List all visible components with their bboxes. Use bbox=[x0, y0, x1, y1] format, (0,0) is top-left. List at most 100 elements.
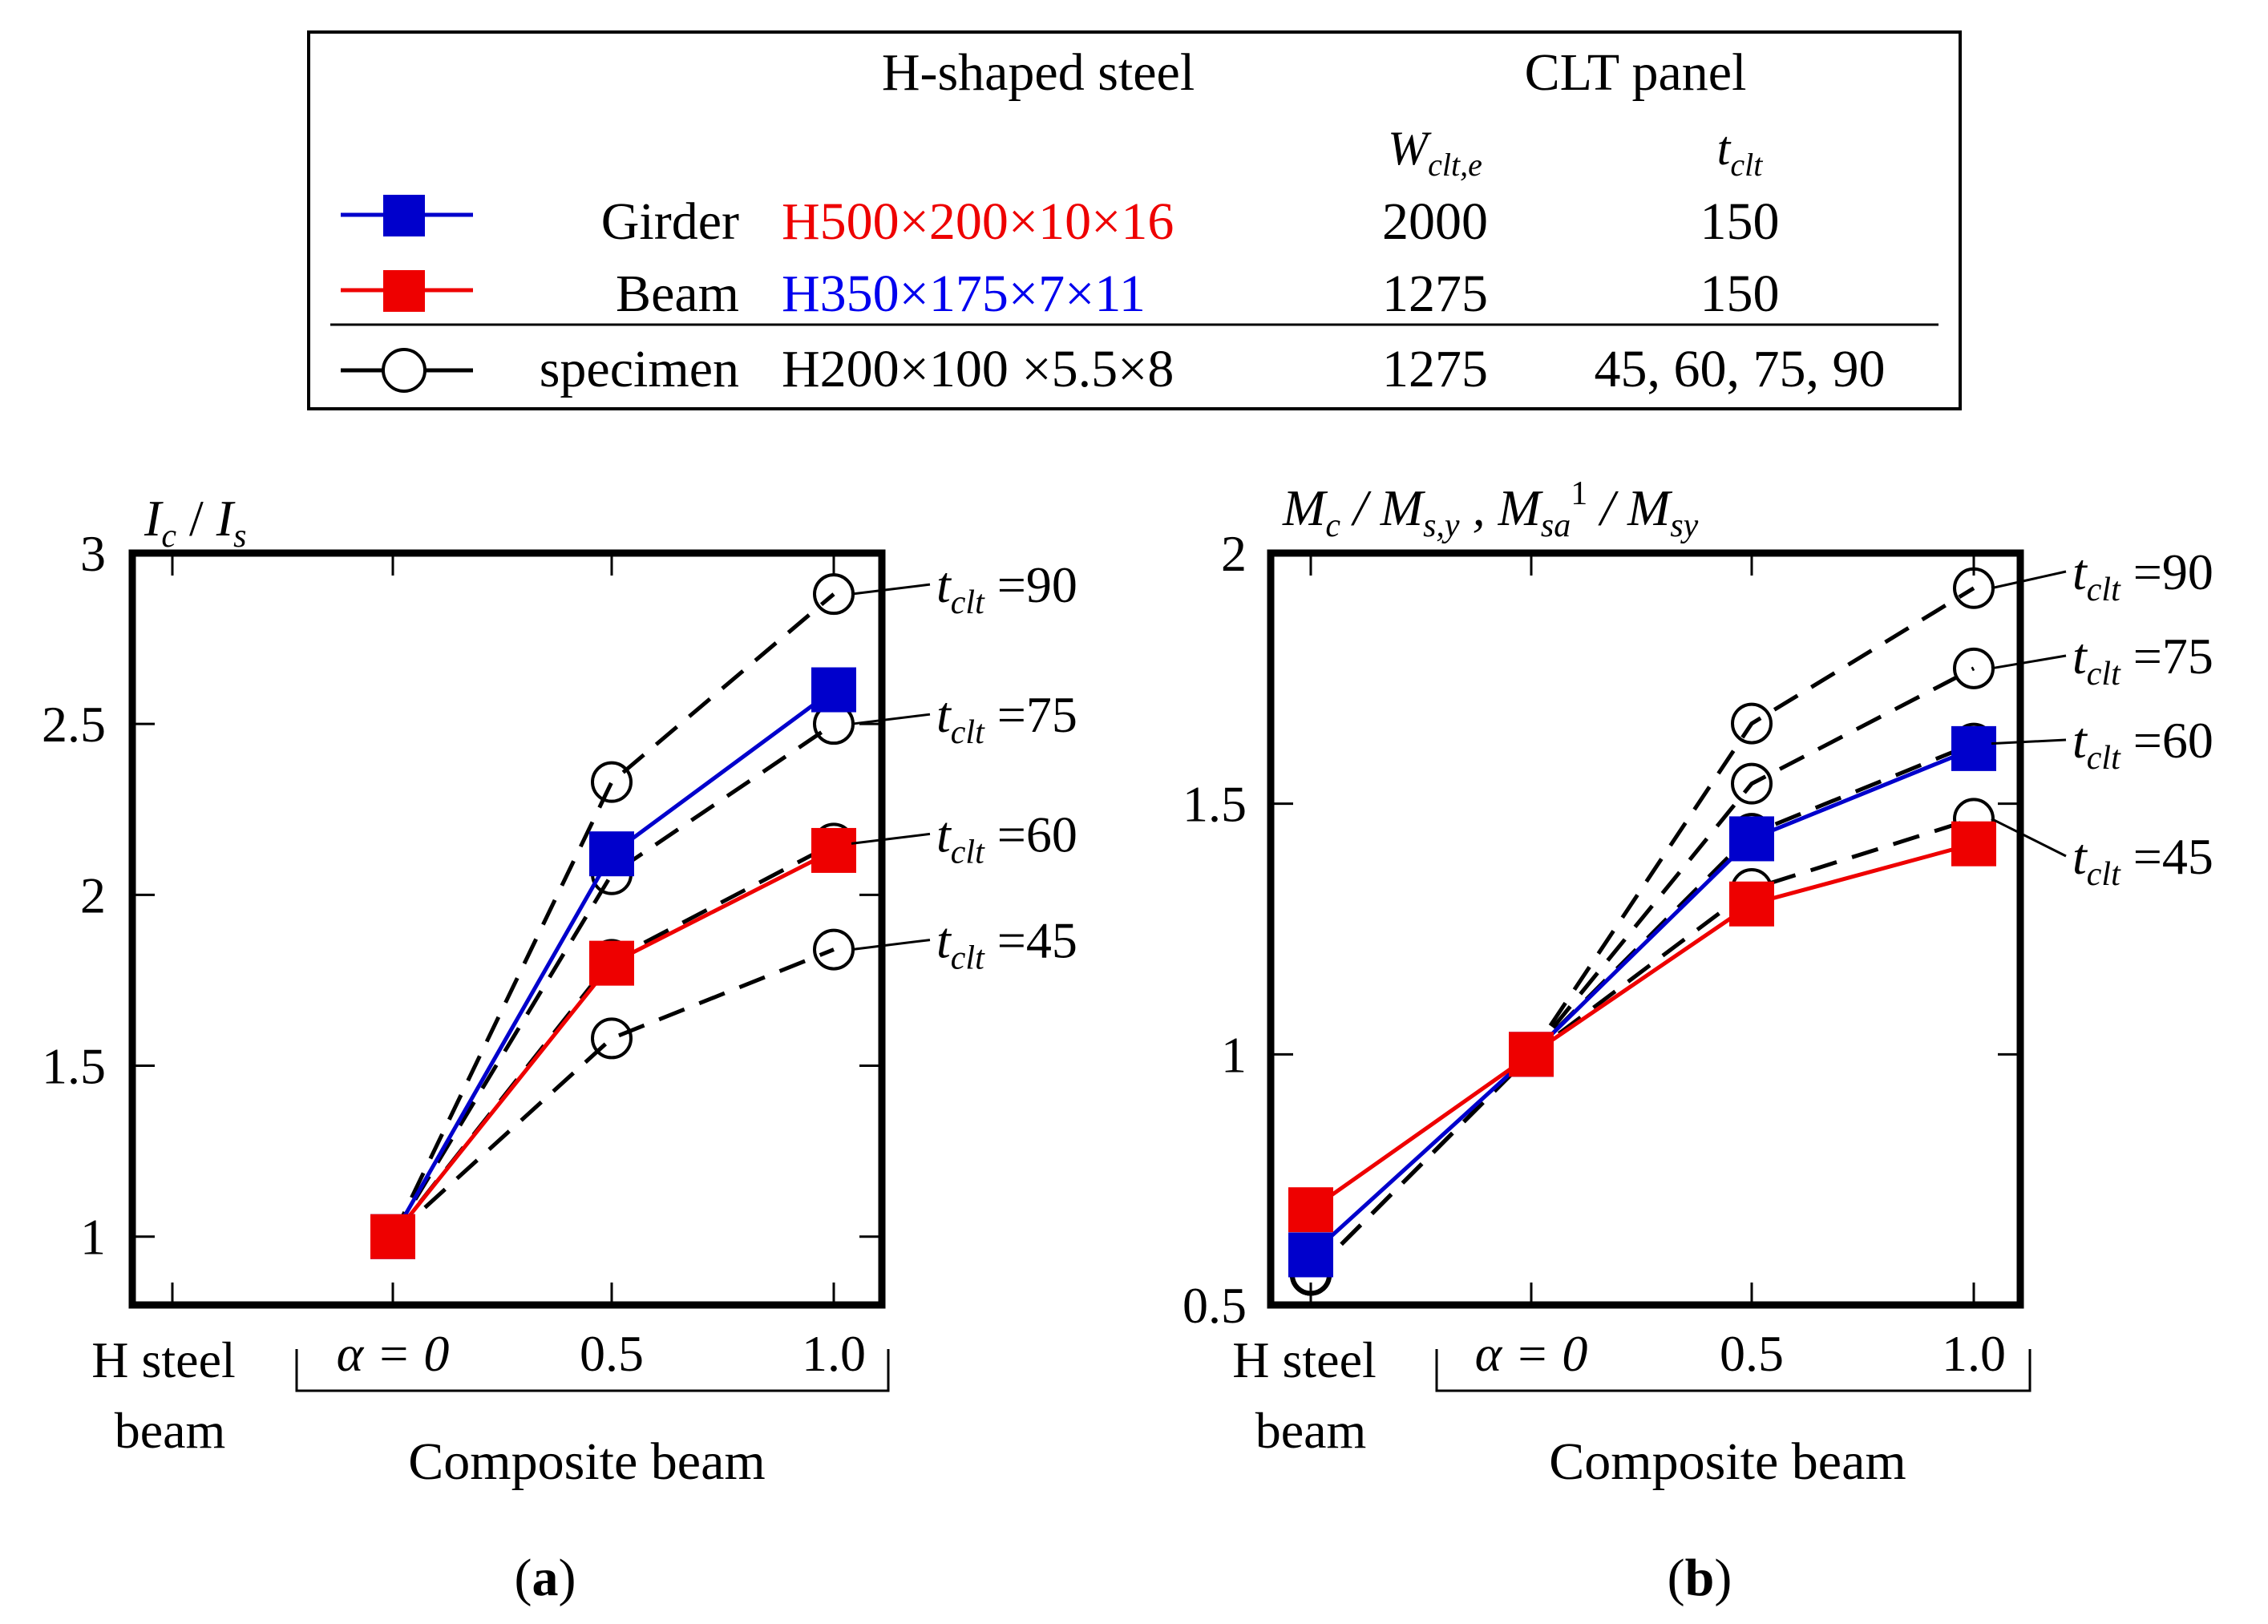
series-line-t=45 bbox=[1309, 817, 1975, 1277]
legend-table: H-shaped steel CLT panel Wclt,e tclt Gir… bbox=[307, 30, 1962, 410]
annotation-label-t=75: tclt =75 bbox=[936, 686, 1077, 751]
x-tick-label-alpha0-a: α = 0 bbox=[337, 1325, 450, 1382]
legend-w-specimen: 1275 bbox=[1382, 340, 1488, 398]
data-point-Beam-2 bbox=[1729, 881, 1774, 927]
data-point-t=45-2 bbox=[813, 928, 855, 971]
x-group-label-b: Composite beam bbox=[1549, 1432, 1906, 1491]
legend-w-beam: 1275 bbox=[1382, 265, 1488, 323]
annotation-leader-t=75 bbox=[851, 713, 931, 725]
annotation-label-t=90: tclt =90 bbox=[2072, 543, 2213, 608]
x-group-label-a: Composite beam bbox=[408, 1432, 765, 1491]
annotation-label-t=60: tclt =60 bbox=[2072, 712, 2213, 777]
series-line-t=60 bbox=[1309, 741, 1975, 1277]
data-point-Beam-0 bbox=[370, 1214, 415, 1259]
legend-row-beam: Beam H350×175×7×11 1275 150 bbox=[341, 265, 1780, 323]
x-axis-labels-a: H steel beam α = 0 0.5 1.0 Composite bea… bbox=[91, 1325, 890, 1607]
legend-row-girder: Girder H500×200×10×16 2000 150 bbox=[341, 192, 1780, 251]
x-tick-label-alpha0-b: α = 0 bbox=[1475, 1325, 1588, 1382]
legend-steel-specimen: H200×100 ×5.5×8 bbox=[782, 340, 1174, 398]
legend-header-t: tclt bbox=[1717, 122, 1764, 183]
legend-marker-girder bbox=[383, 195, 425, 236]
data-point-Beam-3 bbox=[1951, 821, 1996, 867]
legend-t-girder: 150 bbox=[1700, 192, 1780, 251]
annotation-label-t=45: tclt =45 bbox=[2072, 828, 2213, 893]
x-axis-labels-b: H steel beam α = 0 0.5 1.0 Composite bea… bbox=[1232, 1325, 2031, 1607]
data-point-t=90-2 bbox=[1731, 702, 1773, 745]
y-tick-label: 1 bbox=[1221, 1026, 1247, 1083]
annotation-leader-t=75 bbox=[1991, 654, 2067, 670]
data-point-Girder-0 bbox=[1288, 1232, 1333, 1278]
series-line-t=45 bbox=[391, 947, 835, 1238]
plot-area-b: 0.5 1 1.5 2 tclt =90 tclt =75 tclt =60 tclt =45 bbox=[1183, 525, 2213, 1334]
series-line-t=90 bbox=[390, 592, 835, 1238]
legend-w-girder: 2000 bbox=[1382, 192, 1488, 251]
legend-header-clt: CLT panel bbox=[1525, 43, 1747, 102]
annotation-leader-t=90 bbox=[1991, 570, 2067, 590]
legend-name-beam: Beam bbox=[616, 265, 739, 323]
annotation-leader-t=60 bbox=[851, 832, 931, 845]
y-tick-label: 1.5 bbox=[42, 1038, 106, 1095]
legend-marker-beam bbox=[383, 270, 425, 312]
x-tick-label-0.5-a: 0.5 bbox=[580, 1325, 644, 1382]
x-tick-label-h-steel-b: H steel beam bbox=[1232, 1331, 1389, 1459]
data-point-t=90-1 bbox=[591, 761, 633, 803]
y-tick-label: 3 bbox=[80, 525, 106, 582]
legend-marker-specimen bbox=[382, 348, 427, 393]
legend-header-w: Wclt,e bbox=[1388, 122, 1482, 183]
x-group-bracket-b bbox=[1435, 1349, 2031, 1392]
plot-area-a: 1 1.5 2 2.5 3 tclt =90 tclt =75 tclt =60 tclt =4… bbox=[42, 525, 1077, 1309]
legend-row-specimen: specimen H200×100 ×5.5×8 1275 45, 60, 75… bbox=[341, 340, 1886, 398]
annotation-label-t=45: tclt =45 bbox=[936, 912, 1077, 977]
plot-frame bbox=[128, 549, 886, 1309]
legend-name-specimen: specimen bbox=[540, 340, 739, 398]
data-point-t=75-3 bbox=[1953, 647, 1995, 689]
annotation-leader-t=60 bbox=[1991, 738, 2067, 745]
data-point-Girder-2 bbox=[811, 667, 856, 713]
legend-t-beam: 150 bbox=[1700, 265, 1780, 323]
x-tick-label-1.0-b: 1.0 bbox=[1942, 1325, 2006, 1382]
panel-label-a: (a) bbox=[515, 1549, 576, 1607]
data-point-Beam-1 bbox=[1509, 1032, 1554, 1077]
legend-steel-girder: H500×200×10×16 bbox=[782, 192, 1174, 251]
annotation-leader-t=45 bbox=[851, 939, 931, 951]
legend-t-specimen: 45, 60, 75, 90 bbox=[1595, 340, 1886, 398]
data-point-t=75-2 bbox=[1731, 762, 1773, 805]
data-point-t=45-1 bbox=[591, 1017, 633, 1060]
y-tick-label: 0.5 bbox=[1183, 1277, 1247, 1334]
series-line-t=75 bbox=[390, 722, 835, 1238]
data-point-t=90-3 bbox=[1953, 567, 1995, 609]
legend-steel-beam: H350×175×7×11 bbox=[782, 265, 1146, 323]
annotation-label-t=75: tclt =75 bbox=[2072, 628, 2213, 693]
x-tick-label-1.0-a: 1.0 bbox=[802, 1325, 866, 1382]
series-line-Girder bbox=[1309, 746, 1975, 1257]
panel-b-ylabel: Mc / Ms,y , Msa1 / Msy bbox=[1282, 475, 1699, 544]
legend-header-steel: H-shaped steel bbox=[882, 43, 1195, 102]
data-point-t=90-2 bbox=[813, 573, 855, 616]
legend-name-girder: Girder bbox=[601, 192, 739, 251]
y-tick-label: 2 bbox=[1221, 525, 1247, 582]
y-tick-label: 1.5 bbox=[1183, 776, 1247, 833]
annotation-label-t=60: tclt =60 bbox=[936, 806, 1077, 871]
x-tick-label-0.5-b: 0.5 bbox=[1720, 1325, 1784, 1382]
chart-panel-b: Mc / Ms,y , Msa1 / Msy 0.5 1 1.5 2 tclt =90 t… bbox=[1183, 475, 2213, 1607]
annotation-leader-t=45 bbox=[1991, 818, 2067, 858]
y-tick-label: 1 bbox=[80, 1209, 106, 1266]
series-line-Beam bbox=[1309, 842, 1975, 1212]
y-tick-label: 2 bbox=[80, 867, 106, 923]
data-point-Beam-2 bbox=[811, 827, 856, 873]
series-line-t=90 bbox=[1309, 586, 1975, 1277]
chart-panel-a: Ic / Is 1 1.5 2 2.5 3 tclt =90 tclt =75 tclt =6… bbox=[42, 490, 1077, 1607]
plot-frame bbox=[1267, 549, 2024, 1309]
legend-border bbox=[307, 30, 1962, 410]
panel-label-b: (b) bbox=[1668, 1549, 1732, 1607]
y-tick-label: 2.5 bbox=[42, 696, 106, 753]
x-tick-label-h-steel-a: H steel beam bbox=[91, 1331, 249, 1459]
data-point-Girder-3 bbox=[1951, 725, 1996, 771]
annotation-label-t=90: tclt =90 bbox=[936, 556, 1077, 621]
x-group-bracket-a bbox=[295, 1349, 890, 1392]
data-point-Girder-1 bbox=[589, 831, 634, 877]
annotation-leader-t=90 bbox=[851, 583, 931, 596]
panel-a-ylabel: Ic / Is bbox=[144, 490, 246, 555]
data-point-Girder-2 bbox=[1729, 816, 1774, 862]
